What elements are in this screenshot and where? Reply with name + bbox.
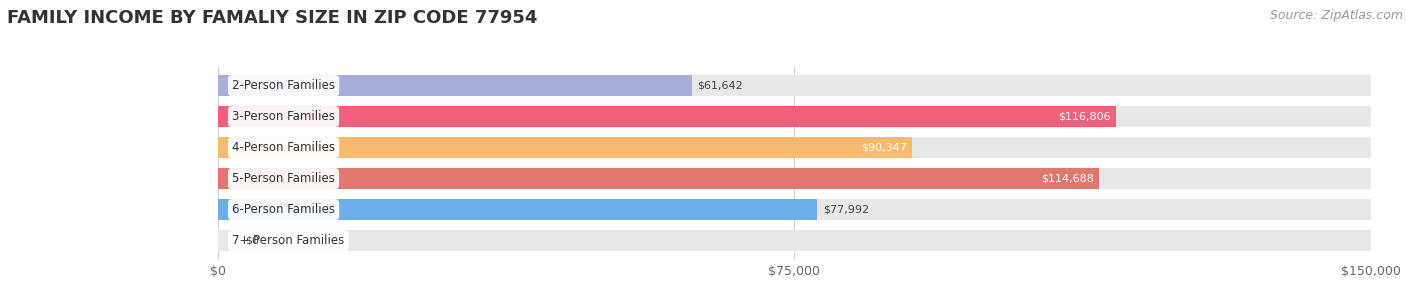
Text: $61,642: $61,642 — [697, 81, 742, 91]
Bar — [218, 168, 1099, 189]
Bar — [218, 168, 1371, 189]
Bar — [218, 106, 1116, 127]
Text: 5-Person Families: 5-Person Families — [232, 172, 335, 185]
Text: 6-Person Families: 6-Person Families — [232, 203, 335, 216]
Bar — [218, 199, 817, 220]
Bar — [218, 137, 1371, 158]
Text: $77,992: $77,992 — [823, 205, 869, 215]
Bar — [218, 137, 912, 158]
Text: 7+ Person Families: 7+ Person Families — [232, 234, 344, 247]
Bar — [218, 75, 692, 96]
Text: 4-Person Families: 4-Person Families — [232, 141, 335, 154]
Text: $90,347: $90,347 — [860, 143, 907, 153]
Text: Source: ZipAtlas.com: Source: ZipAtlas.com — [1270, 9, 1403, 22]
Text: $116,806: $116,806 — [1057, 112, 1111, 122]
Text: 3-Person Families: 3-Person Families — [232, 110, 335, 123]
Bar — [218, 199, 1371, 220]
Text: $0: $0 — [245, 236, 259, 246]
Bar — [218, 230, 1371, 251]
Text: $114,688: $114,688 — [1040, 174, 1094, 184]
Text: FAMILY INCOME BY FAMALIY SIZE IN ZIP CODE 77954: FAMILY INCOME BY FAMALIY SIZE IN ZIP COD… — [7, 9, 537, 27]
Bar — [218, 106, 1371, 127]
Text: 2-Person Families: 2-Person Families — [232, 79, 335, 92]
Bar — [218, 75, 1371, 96]
